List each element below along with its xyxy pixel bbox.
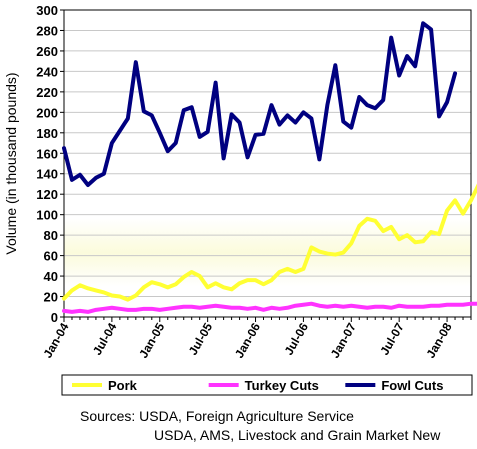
legend-box	[61, 374, 473, 396]
y-tick-label: 80	[44, 228, 58, 243]
y-tick-label: 100	[36, 208, 58, 223]
plot-background	[64, 10, 471, 317]
x-tick-label: Jan-05	[136, 320, 167, 360]
y-tick-label: 260	[36, 44, 58, 59]
legend-label-turkey-cuts: Turkey Cuts	[245, 378, 319, 393]
x-tick-label: Jul-06	[282, 320, 312, 357]
y-tick-label: 120	[36, 187, 58, 202]
y-tick-label: 240	[36, 64, 58, 79]
y-tick-label: 140	[36, 167, 58, 182]
x-tick-label: Jul-04	[90, 320, 120, 357]
sources-line-1: Sources: USDA, Foreign Agriculture Servi…	[80, 408, 354, 424]
y-tick-label: 200	[36, 105, 58, 120]
legend-label-fowl-cuts: Fowl Cuts	[381, 378, 443, 393]
x-tick-label: Jan-07	[328, 320, 359, 360]
sources-line-2: USDA, AMS, Livestock and Grain Market Ne…	[154, 427, 441, 443]
y-tick-label: 60	[44, 249, 58, 264]
y-tick-label: 280	[36, 23, 58, 38]
y-tick-label: 20	[44, 290, 58, 305]
y-tick-label: 220	[36, 85, 58, 100]
x-tick-label: Jan-04	[40, 320, 71, 360]
x-tick-label: Jan-08	[424, 320, 455, 360]
series-line-pork	[62, 183, 477, 302]
series-line-turkey-cuts	[62, 301, 477, 314]
y-tick-label: 300	[36, 3, 58, 18]
y-tick-label: 180	[36, 126, 58, 141]
series-line-fowl-cuts	[62, 21, 458, 187]
y-tick-label: 40	[44, 269, 58, 284]
y-tick-label: 160	[36, 146, 58, 161]
x-tick-label: Jan-06	[232, 320, 263, 360]
plot-frame	[63, 9, 472, 318]
y-tick-label: 0	[51, 310, 58, 325]
legend-label-pork: Pork	[108, 378, 138, 393]
x-tick-label: Jul-05	[186, 320, 216, 357]
x-tick-label: Jul-07	[377, 320, 407, 357]
y-axis-label: Volume (in thousand pounds)	[3, 72, 19, 254]
